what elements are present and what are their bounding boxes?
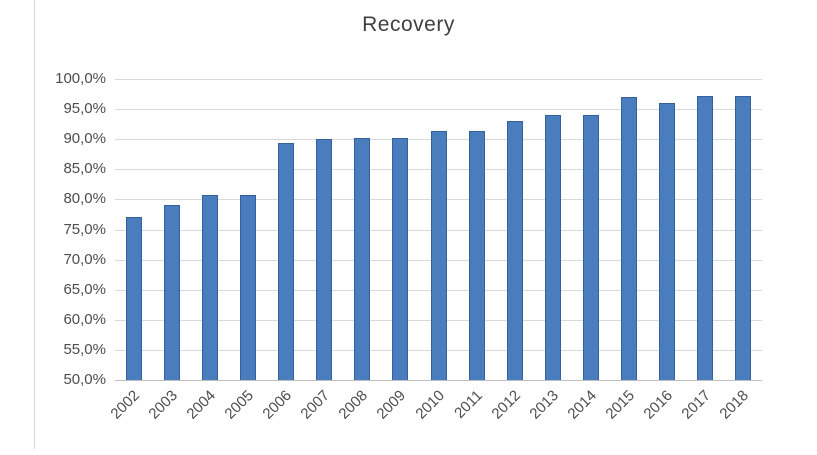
bar-2012 xyxy=(506,121,523,380)
bar-2004 xyxy=(202,195,219,380)
y-tick-label: 65,0% xyxy=(63,280,106,298)
y-tick-label: 85,0% xyxy=(63,160,106,178)
page-edge-line xyxy=(34,0,35,449)
bar-2007 xyxy=(316,139,333,380)
x-axis-line xyxy=(115,380,762,381)
bar-2003 xyxy=(164,205,181,380)
y-tick-label: 70,0% xyxy=(63,250,106,268)
bar-2015 xyxy=(620,97,637,380)
gridline xyxy=(115,109,762,111)
y-tick-label: 90,0% xyxy=(63,130,106,148)
y-tick-label: 50,0% xyxy=(63,371,106,388)
y-tick-label: 75,0% xyxy=(63,220,106,238)
y-tick-label: 80,0% xyxy=(63,190,106,208)
bar-2016 xyxy=(658,103,675,380)
bar-2013 xyxy=(544,115,561,380)
bar-2008 xyxy=(354,137,371,380)
bar-2009 xyxy=(392,137,409,380)
bar-2011 xyxy=(468,131,485,380)
gridline xyxy=(115,79,762,80)
bar-2005 xyxy=(240,195,257,380)
bar-2006 xyxy=(278,142,295,380)
bar-2017 xyxy=(696,95,713,380)
y-tick-label: 60,0% xyxy=(63,310,106,328)
y-tick-label: 55,0% xyxy=(63,340,106,358)
bar-2002 xyxy=(126,216,143,380)
bar-2010 xyxy=(430,131,447,380)
bar-2018 xyxy=(734,95,751,380)
y-tick-label: 95,0% xyxy=(63,100,106,118)
chart-title: Recovery xyxy=(362,13,455,36)
plot-area xyxy=(115,79,762,381)
bar-2014 xyxy=(582,115,599,380)
y-tick-label: 100,0% xyxy=(55,70,106,87)
